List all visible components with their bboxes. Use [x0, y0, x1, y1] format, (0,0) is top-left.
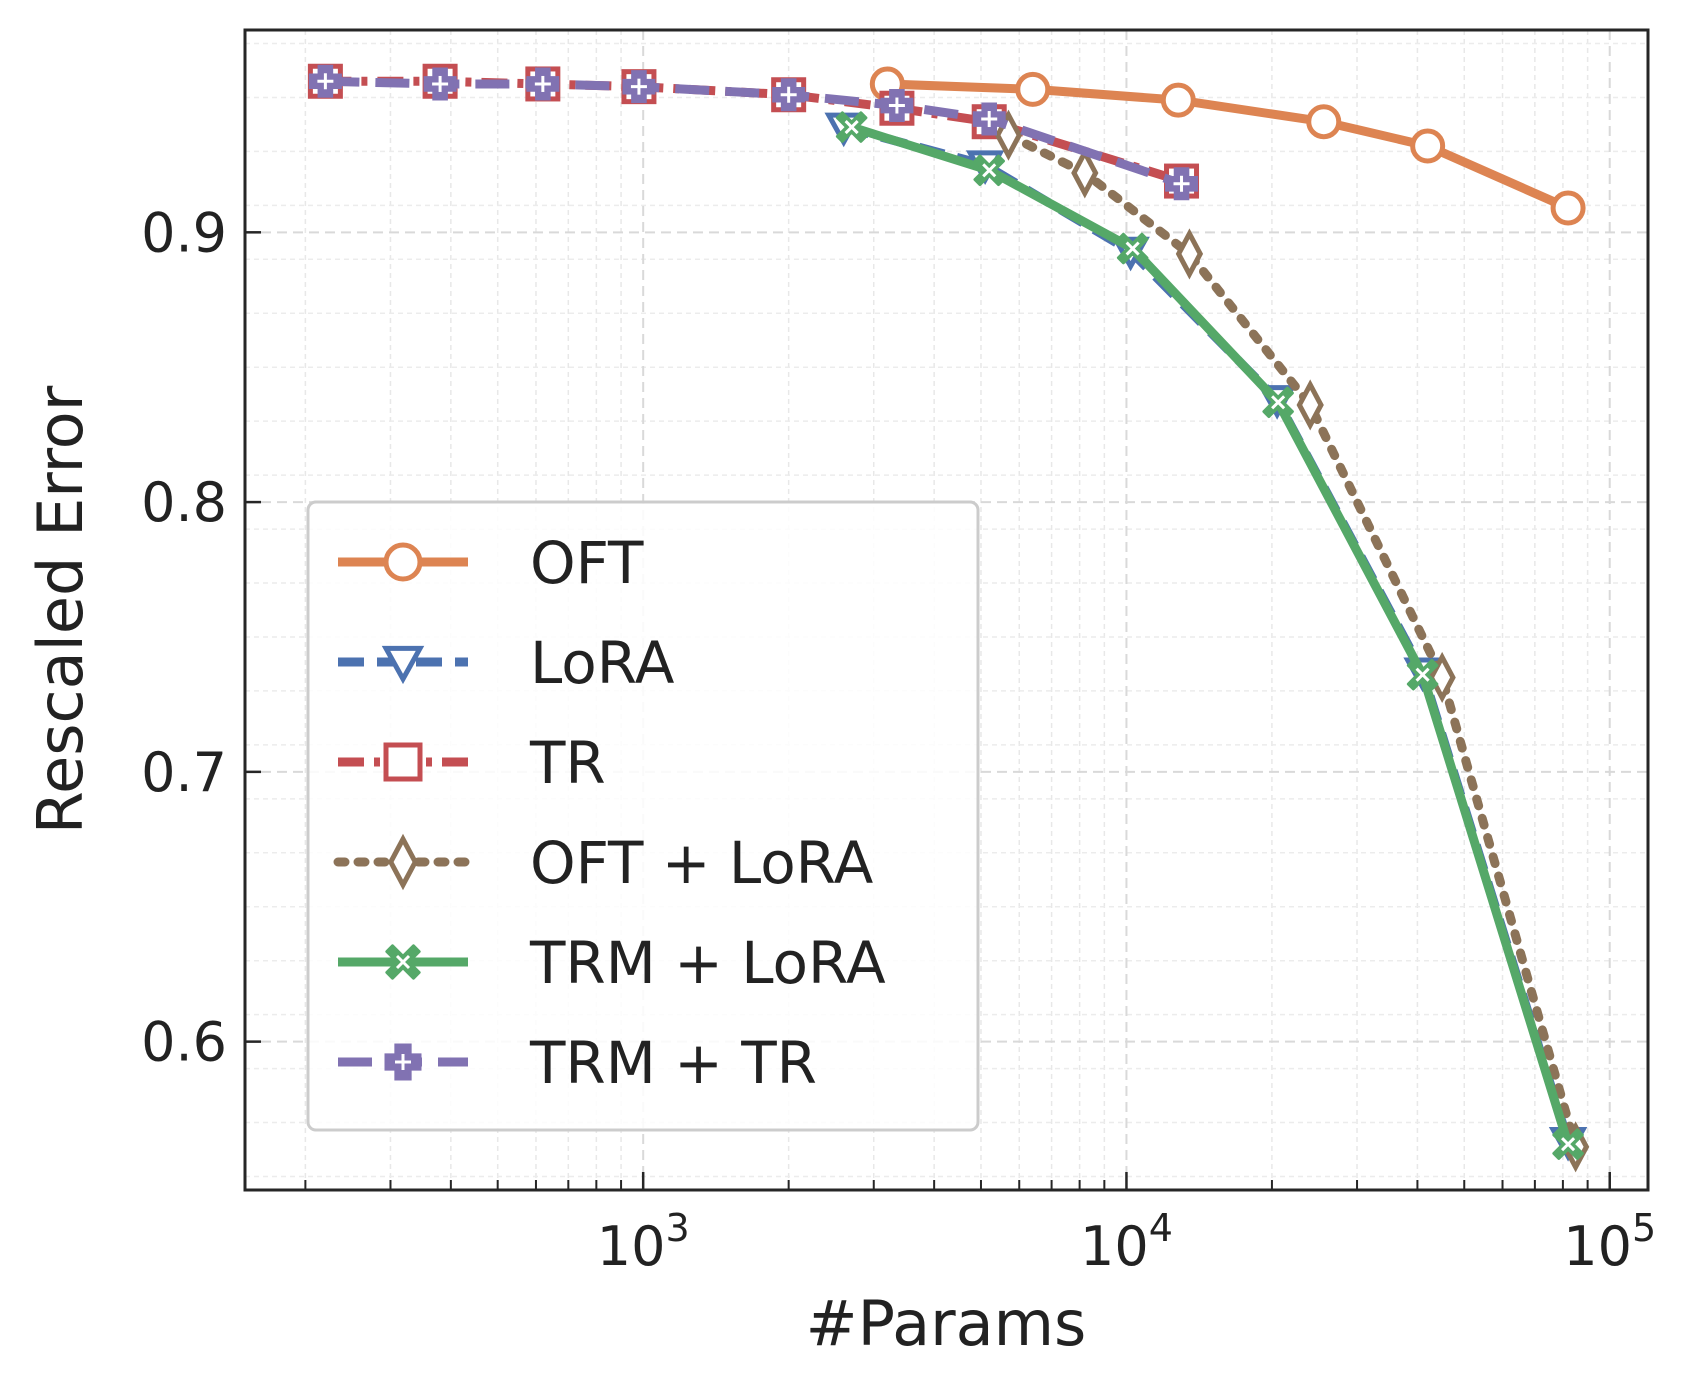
series-trm-tr — [308, 64, 1199, 201]
data-point — [1296, 379, 1324, 431]
legend-label: TRM + LoRA — [529, 929, 886, 997]
legend-marker — [384, 1043, 422, 1081]
data-point — [1116, 232, 1149, 265]
series-line — [325, 76, 1183, 186]
data-point — [622, 70, 656, 104]
legend-marker — [387, 833, 419, 891]
series-oft-lora — [994, 109, 1590, 1173]
data-point — [1552, 1128, 1584, 1160]
legend-entry: OFT + LoRA — [333, 829, 874, 897]
data-point — [1406, 658, 1439, 691]
data-point — [1410, 128, 1446, 164]
series-line — [850, 122, 1573, 1146]
y-tick-label: 0.7 — [141, 741, 227, 804]
legend-entry: TRM + TR — [338, 1029, 817, 1097]
legend-entry: OFT — [338, 529, 644, 597]
legend-label: LoRA — [530, 629, 675, 697]
legend-label: OFT — [530, 529, 644, 597]
x-tick-label: 103 — [597, 1206, 690, 1278]
legend-label: OFT + LoRA — [530, 829, 874, 897]
legend-entry: TR — [338, 729, 606, 797]
data-point — [772, 78, 806, 112]
legend-entry: LoRA — [338, 629, 675, 697]
data-point — [1071, 147, 1099, 199]
x-tick-label: 104 — [1080, 1206, 1173, 1278]
series-layer — [307, 63, 1590, 1173]
legend-entry: TRM + LoRA — [338, 929, 886, 997]
legend-box — [306, 500, 980, 1132]
legend-label: TR — [529, 729, 606, 797]
data-point — [1550, 190, 1586, 226]
data-point — [1175, 228, 1204, 280]
data-point — [1015, 71, 1051, 107]
data-point — [835, 111, 868, 143]
y-tick-label: 0.6 — [141, 1011, 227, 1074]
ticks: 0.6 0.7 0.8 0.9 103 104 105 — [141, 201, 1656, 1278]
legend-label: TRM + TR — [529, 1029, 817, 1097]
y-tick-label: 0.9 — [141, 201, 227, 264]
data-point — [1306, 104, 1342, 140]
series-trm-lora — [835, 111, 1584, 1160]
x-tick-label: 105 — [1563, 1206, 1656, 1278]
y-axis-label: Rescaled Error — [24, 385, 97, 834]
legend-marker — [383, 542, 423, 582]
data-point — [972, 102, 1006, 136]
series-line — [1004, 130, 1581, 1152]
series-line — [887, 79, 1570, 213]
data-point — [526, 67, 560, 101]
data-point — [973, 154, 1005, 187]
data-point — [1160, 82, 1196, 118]
plot-frame — [243, 28, 1650, 1192]
data-point — [1165, 167, 1199, 201]
data-point — [308, 64, 342, 98]
data-point — [880, 89, 914, 123]
data-point — [1262, 386, 1294, 419]
legend-marker — [383, 742, 423, 782]
legend: OFT LoRA TR OFT + LoRA TRM + LoRA TRM + TR — [306, 500, 980, 1132]
legend-marker — [381, 645, 425, 685]
series-oft — [869, 66, 1586, 226]
legend-marker — [385, 944, 421, 980]
data-point — [423, 67, 457, 101]
x-axis-label: #Params — [806, 1287, 1087, 1360]
y-tick-label: 0.8 — [141, 471, 227, 534]
